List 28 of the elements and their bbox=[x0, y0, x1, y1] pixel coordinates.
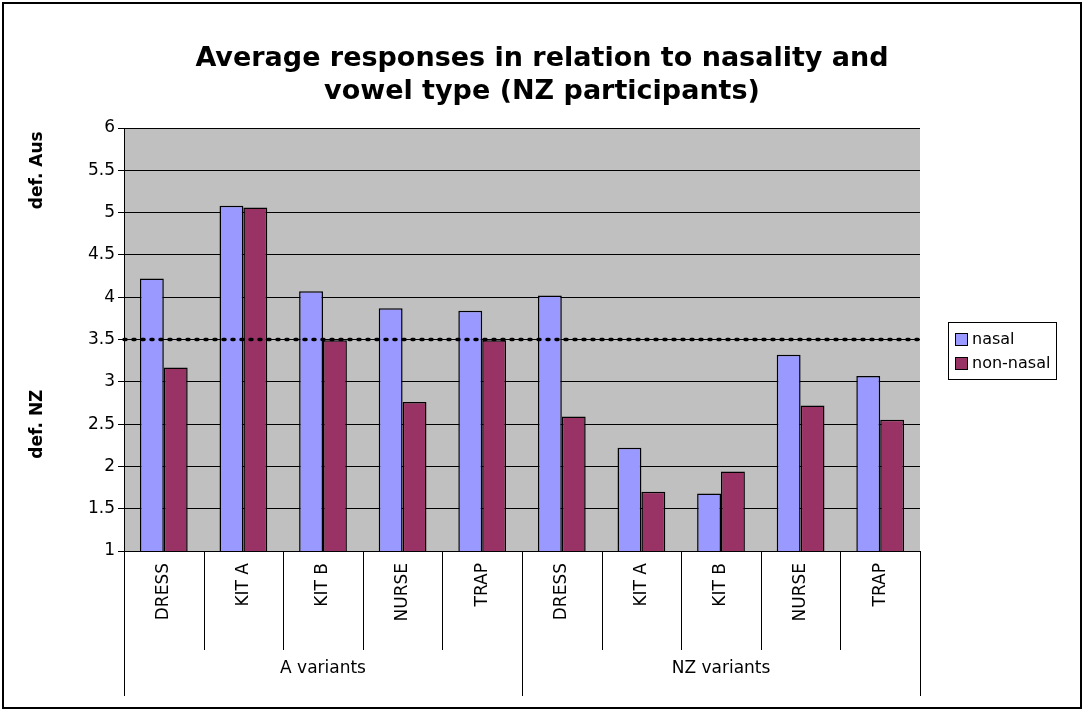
text: A variants bbox=[280, 657, 367, 678]
y-tick-label: 1 bbox=[104, 539, 115, 560]
x-tick-label: KIT A bbox=[231, 562, 252, 607]
x-tick-label: DRESS bbox=[152, 563, 173, 621]
y-tick-label: 4 bbox=[104, 285, 115, 306]
y-tick-label: 4.5 bbox=[87, 243, 115, 264]
text: def. Aus bbox=[26, 131, 47, 210]
y-tick-label: 2.5 bbox=[87, 412, 115, 433]
y-tick-label: 1.5 bbox=[87, 497, 115, 518]
legend-label: nasal bbox=[972, 328, 1015, 350]
x-tick-label: TRAP bbox=[470, 563, 491, 608]
y-tick-label: 5 bbox=[104, 201, 115, 222]
x-tick-label: NURSE bbox=[391, 563, 412, 622]
chart-title: Average responses in relation to nasality and vowel type (NZ participants) bbox=[194, 40, 890, 106]
x-tick-label: DRESS bbox=[550, 563, 571, 621]
y-tick-label: 3.5 bbox=[87, 327, 115, 348]
x-tick-label: KIT B bbox=[311, 563, 332, 607]
text: NZ variants bbox=[671, 657, 771, 678]
y-tick-label: 5.5 bbox=[87, 158, 115, 179]
x-tick-label: KIT B bbox=[709, 563, 730, 607]
text: def. NZ bbox=[26, 389, 47, 459]
y-tick-label: 3 bbox=[104, 370, 115, 391]
x-tick-label: TRAP bbox=[868, 563, 889, 608]
x-tick-label: NURSE bbox=[789, 563, 810, 622]
y-tick-label: 6 bbox=[104, 116, 115, 137]
x-tick-label: KIT A bbox=[629, 562, 650, 607]
legend-label: non-nasal bbox=[972, 352, 1051, 374]
y-tick-label: 2 bbox=[104, 454, 115, 475]
